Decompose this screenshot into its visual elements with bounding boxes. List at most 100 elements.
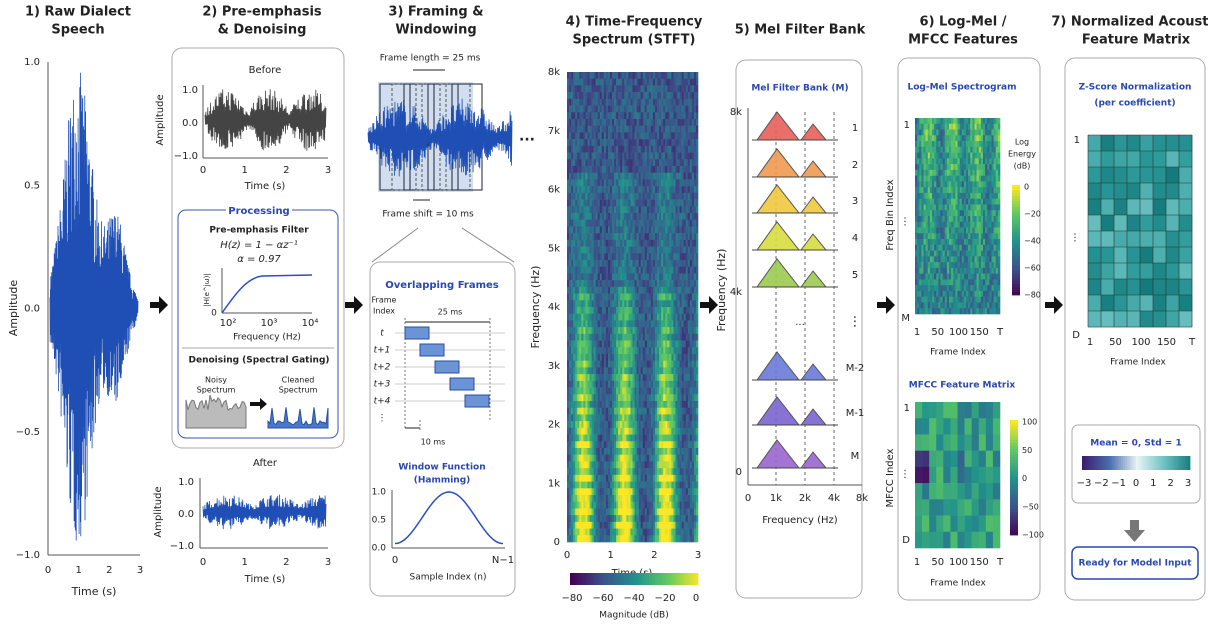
spectrogram-cell xyxy=(577,320,579,327)
logmel-cell xyxy=(932,141,934,147)
spectrogram-cell xyxy=(616,186,618,193)
spectrogram-cell xyxy=(647,314,649,321)
spectrogram-cell xyxy=(647,79,649,86)
spectrogram-cell xyxy=(688,139,690,146)
spectrogram-cell xyxy=(659,273,661,280)
spectrogram-cell xyxy=(618,253,620,260)
spectrogram-cell xyxy=(602,159,604,166)
spectrogram-cell xyxy=(694,179,696,186)
spectrogram-cell xyxy=(657,314,659,321)
spectrogram-cell xyxy=(630,414,632,421)
spectrogram-cell xyxy=(678,421,680,428)
spectrogram-cell xyxy=(649,267,651,274)
spectrogram-cell xyxy=(694,341,696,348)
spectrogram-cell xyxy=(684,200,686,207)
spectrogram-cell xyxy=(600,515,602,522)
spectrogram-cell xyxy=(653,220,655,227)
spectrogram-cell xyxy=(620,468,622,475)
spectrogram-cell xyxy=(643,300,645,307)
spectrogram-cell xyxy=(614,307,616,314)
spectrogram-cell xyxy=(592,515,594,522)
spectrogram-cell xyxy=(639,367,641,374)
spectrogram-cell xyxy=(590,159,592,166)
spectrogram-cell xyxy=(628,240,630,247)
spectrogram-cell xyxy=(606,334,608,341)
spectrogram-cell xyxy=(641,159,643,166)
spectrogram-cell xyxy=(604,320,606,327)
spectrogram-cell xyxy=(569,273,571,280)
spectrogram-cell xyxy=(682,273,684,280)
spectrogram-cell xyxy=(651,515,653,522)
logmel-cell xyxy=(979,124,981,130)
spectrogram-cell xyxy=(663,186,665,193)
spectrogram-cell xyxy=(694,287,696,294)
spectrogram-cell xyxy=(614,468,616,475)
spectrogram-cell xyxy=(651,200,653,207)
spectrogram-cell xyxy=(626,414,628,421)
panel-title: Speech xyxy=(51,23,104,38)
spectrogram-cell xyxy=(675,320,677,327)
spectrogram-cell xyxy=(686,85,688,92)
logmel-cell xyxy=(968,141,970,147)
spectrogram-cell xyxy=(669,260,671,267)
spectrogram-cell xyxy=(583,79,585,86)
spectrogram-cell xyxy=(659,186,661,193)
spectrogram-cell xyxy=(645,347,647,354)
spectrogram-cell xyxy=(628,267,630,274)
spectrogram-cell xyxy=(694,435,696,442)
spectrogram-cell xyxy=(688,92,690,99)
logmel-cell xyxy=(987,147,989,153)
spectrogram-cell xyxy=(688,522,690,529)
spectrogram-cell xyxy=(643,361,645,368)
spectrogram-cell xyxy=(651,126,653,133)
spectrogram-cell xyxy=(641,99,643,106)
spectrogram-cell xyxy=(641,166,643,173)
spectrogram-cell xyxy=(587,341,589,348)
spectrogram-cell xyxy=(608,347,610,354)
spectrogram-cell xyxy=(639,213,641,220)
spectrogram-cell xyxy=(569,132,571,139)
spectrogram-cell xyxy=(637,367,639,374)
spectrogram-cell xyxy=(663,361,665,368)
spectrogram-cell xyxy=(594,206,596,213)
spectrogram-cell xyxy=(622,468,624,475)
spectrogram-cell xyxy=(694,267,696,274)
spectrogram-cell xyxy=(669,522,671,529)
spectrogram-cell xyxy=(653,92,655,99)
spectrogram-cell xyxy=(594,153,596,160)
spectrogram-cell xyxy=(587,173,589,180)
spectrogram-cell xyxy=(585,535,587,542)
spectrogram-cell xyxy=(659,327,661,334)
spectrogram-cell xyxy=(610,314,612,321)
tick-label: 3 xyxy=(695,550,701,561)
spectrogram-cell xyxy=(635,414,637,421)
spectrogram-cell xyxy=(694,99,696,106)
spectrogram-cell xyxy=(577,361,579,368)
spectrogram-cell xyxy=(641,294,643,301)
spectrogram-cell xyxy=(575,482,577,489)
spectrogram-cell xyxy=(633,240,635,247)
spectrogram-cell xyxy=(614,193,616,200)
spectrogram-cell xyxy=(628,139,630,146)
spectrogram-cell xyxy=(690,99,692,106)
spectrogram-cell xyxy=(669,320,671,327)
spectrogram-cell xyxy=(696,146,698,153)
spectrogram-cell xyxy=(630,468,632,475)
spectrogram-cell xyxy=(667,334,669,341)
spectrogram-cell xyxy=(622,206,624,213)
spectrogram-cell xyxy=(626,173,628,180)
spectrogram-cell xyxy=(696,200,698,207)
spectrogram-cell xyxy=(592,213,594,220)
spectrogram-cell xyxy=(602,475,604,482)
spectrogram-cell xyxy=(684,535,686,542)
spectrogram-cell xyxy=(675,388,677,395)
logmel-cell xyxy=(924,130,926,136)
spectrogram-cell xyxy=(614,267,616,274)
colorbar-cell xyxy=(639,573,642,585)
spectrogram-cell xyxy=(594,233,596,240)
spectrogram-cell xyxy=(624,455,626,462)
spectrogram-cell xyxy=(610,408,612,415)
spectrogram-cell xyxy=(680,354,682,361)
spectrogram-cell xyxy=(608,502,610,509)
spectrogram-cell xyxy=(682,153,684,160)
